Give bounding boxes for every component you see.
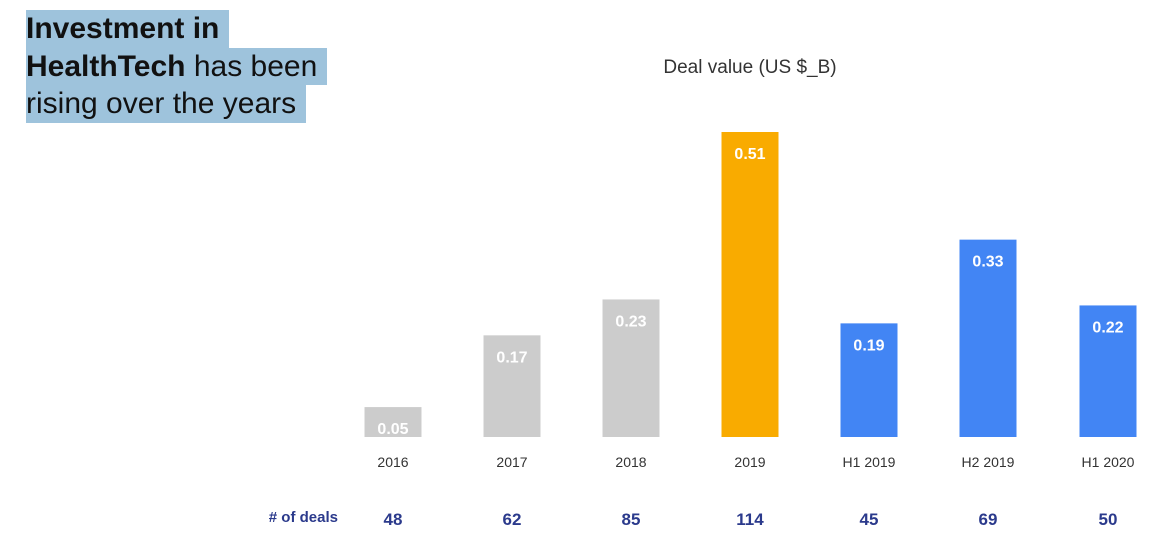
deal-count: 50 [1099, 510, 1118, 529]
deal-count: 85 [622, 510, 641, 529]
data-label: 0.22 [1092, 319, 1123, 336]
bar-h1-2020 [1079, 305, 1137, 437]
bar-2017 [483, 335, 541, 437]
data-label: 0.17 [496, 349, 527, 366]
deal-count: 62 [503, 510, 522, 529]
chart-title: Deal value (US $_B) [663, 57, 837, 78]
data-label: 0.19 [853, 337, 884, 354]
bar-h1-2019 [840, 323, 898, 437]
title-line-2: HealthTech has been [26, 47, 328, 85]
data-label: 0.05 [377, 421, 408, 438]
bar-2016 [364, 407, 422, 437]
data-label: 0.33 [972, 254, 1003, 271]
x-tick-label: 2016 [377, 454, 408, 470]
data-label: 0.51 [734, 146, 765, 163]
bar-2018 [602, 299, 660, 437]
bar-h2-2019 [959, 239, 1017, 437]
deal-count: 69 [979, 510, 998, 529]
deals-row-label: # of deals [268, 509, 338, 526]
title-bold: HealthTech [26, 49, 186, 83]
x-tick-label: H2 2019 [962, 454, 1015, 470]
x-tick-label: H1 2019 [843, 454, 896, 470]
data-label: 0.23 [615, 313, 646, 330]
title-line-3: rising over the years [26, 85, 307, 123]
deal-count: 45 [860, 510, 879, 529]
deal-count: 114 [736, 510, 764, 529]
x-tick-label: 2019 [734, 454, 765, 470]
title-rest: has been [185, 49, 318, 83]
x-tick-label: 2017 [496, 454, 527, 470]
x-tick-label: H1 2020 [1082, 454, 1135, 470]
deal-count: 48 [384, 510, 403, 529]
x-tick-label: 2018 [615, 454, 646, 470]
title-line-1: Investment in [26, 10, 230, 48]
bar-2019 [721, 132, 779, 437]
page-title: Investment in HealthTech has been rising… [26, 10, 328, 123]
